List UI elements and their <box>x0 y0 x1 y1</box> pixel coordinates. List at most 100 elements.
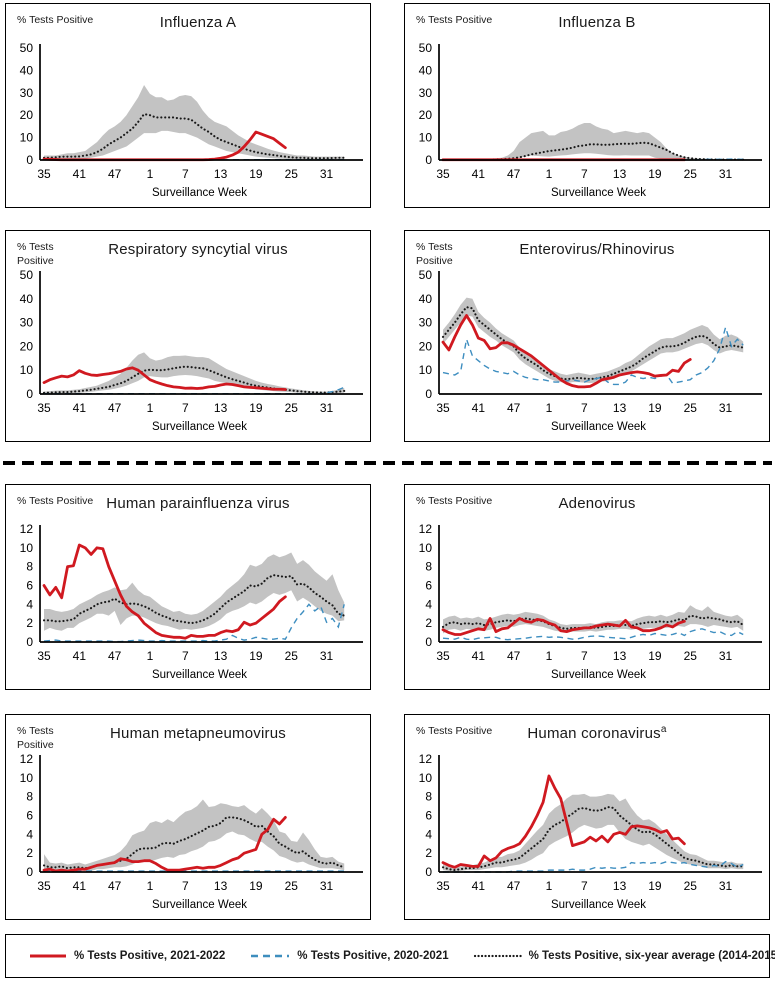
svg-text:30: 30 <box>20 86 34 100</box>
svg-text:7: 7 <box>581 649 588 663</box>
svg-text:4: 4 <box>26 827 33 841</box>
svg-text:13: 13 <box>214 401 228 415</box>
svg-text:20: 20 <box>419 339 433 353</box>
svg-text:7: 7 <box>182 649 189 663</box>
svg-text:10: 10 <box>419 541 433 555</box>
svg-text:6: 6 <box>26 809 33 823</box>
chart-title: Influenza A <box>159 14 237 31</box>
svg-text:10: 10 <box>419 363 433 377</box>
svg-text:50: 50 <box>20 268 34 282</box>
chart-panel-influenza-b: % Tests Positive Influenza B 0 10 20 30 40 50… <box>404 3 770 208</box>
svg-text:4: 4 <box>26 597 33 611</box>
chart-title: Enterovirus/Rhinovirus <box>519 241 675 258</box>
section-divider <box>3 461 772 465</box>
svg-text:20: 20 <box>20 339 34 353</box>
legend-dotted-line-sample <box>473 954 522 958</box>
svg-text:0: 0 <box>26 387 33 401</box>
chart-row-3: % Tests Positive Human parainfluenza vir… <box>0 484 775 690</box>
svg-text:25: 25 <box>285 167 299 181</box>
svg-text:2: 2 <box>425 846 432 860</box>
svg-text:10: 10 <box>20 363 34 377</box>
svg-text:19: 19 <box>249 649 263 663</box>
svg-text:31: 31 <box>320 401 334 415</box>
svg-text:Surveillance Week: Surveillance Week <box>152 669 247 681</box>
svg-text:47: 47 <box>507 401 521 415</box>
legend-label: % Tests Positive, six-year average (2014… <box>528 950 775 962</box>
y-axis-label: % Tests Positive <box>17 14 94 26</box>
svg-text:31: 31 <box>719 879 733 893</box>
svg-text:6: 6 <box>425 809 432 823</box>
svg-text:30: 30 <box>419 86 433 100</box>
svg-text:47: 47 <box>108 649 122 663</box>
chart-parainfluenza: 0 2 4 6 8 10 12 35 41 47 1 7 13 19 25 31 Surveillance We… <box>20 522 363 681</box>
svg-text:30: 30 <box>419 316 433 330</box>
svg-text:0: 0 <box>26 635 33 649</box>
svg-text:Surveillance Week: Surveillance Week <box>551 421 646 433</box>
svg-text:Surveillance Week: Surveillance Week <box>152 421 247 433</box>
figure-legend: % Tests Positive, 2021-2022 % Tests Posi… <box>5 934 775 978</box>
svg-text:7: 7 <box>182 879 189 893</box>
svg-text:13: 13 <box>613 401 627 415</box>
svg-text:47: 47 <box>507 167 521 181</box>
svg-text:41: 41 <box>472 879 486 893</box>
svg-text:35: 35 <box>436 167 450 181</box>
svg-text:40: 40 <box>20 63 34 77</box>
chart-panel-influenza-a: % Tests Positive Influenza A 0 10 20 30 40 50… <box>5 3 371 208</box>
svg-text:0: 0 <box>425 865 432 879</box>
legend-dashed-line-sample <box>251 954 290 958</box>
svg-text:10: 10 <box>419 771 433 785</box>
svg-text:Surveillance Week: Surveillance Week <box>551 899 646 911</box>
svg-text:41: 41 <box>73 649 87 663</box>
svg-text:19: 19 <box>249 167 263 181</box>
svg-text:12: 12 <box>419 752 433 766</box>
chart-row-1: % Tests Positive Influenza A 0 10 20 30 40 50… <box>0 3 775 208</box>
svg-text:2: 2 <box>26 616 33 630</box>
svg-text:35: 35 <box>436 879 450 893</box>
svg-text:35: 35 <box>37 879 51 893</box>
svg-text:47: 47 <box>108 401 122 415</box>
svg-text:41: 41 <box>73 879 87 893</box>
chart-title: Human parainfluenza virus <box>106 495 290 512</box>
chart-enterovirus-rhinovirus: 0 10 20 30 40 50 35 41 47 1 7 13 19 25 31 Surveillance … <box>419 268 762 433</box>
chart-title: Human metapneumovirus <box>110 725 286 742</box>
svg-text:Surveillance Week: Surveillance Week <box>152 899 247 911</box>
title-superscript: a <box>660 724 667 735</box>
y-axis-label: % Tests Positive <box>17 241 54 267</box>
svg-text:1: 1 <box>546 167 553 181</box>
svg-text:41: 41 <box>472 167 486 181</box>
svg-text:25: 25 <box>285 649 299 663</box>
svg-text:7: 7 <box>581 401 588 415</box>
svg-text:1: 1 <box>546 401 553 415</box>
legend-label: % Tests Positive, 2021-2022 <box>74 950 226 962</box>
svg-text:1: 1 <box>546 879 553 893</box>
svg-text:41: 41 <box>73 401 87 415</box>
svg-text:6: 6 <box>26 579 33 593</box>
svg-text:1: 1 <box>147 649 154 663</box>
svg-text:8: 8 <box>26 790 33 804</box>
svg-text:19: 19 <box>648 167 662 181</box>
svg-text:1: 1 <box>546 649 553 663</box>
svg-text:30: 30 <box>20 316 34 330</box>
legend-item-six-year-average: % Tests Positive, six-year average (2014… <box>473 950 775 962</box>
svg-text:Surveillance Week: Surveillance Week <box>152 187 247 199</box>
y-axis-label: % Tests Positive <box>416 725 493 737</box>
svg-text:0: 0 <box>425 635 432 649</box>
y-axis-label: % Tests Positive <box>416 14 493 26</box>
svg-text:4: 4 <box>425 597 432 611</box>
svg-text:12: 12 <box>20 752 34 766</box>
svg-text:31: 31 <box>719 649 733 663</box>
svg-text:20: 20 <box>20 108 34 122</box>
svg-text:7: 7 <box>182 167 189 181</box>
svg-text:47: 47 <box>108 879 122 893</box>
svg-text:13: 13 <box>613 167 627 181</box>
svg-text:8: 8 <box>425 560 432 574</box>
svg-text:31: 31 <box>719 401 733 415</box>
svg-text:50: 50 <box>419 268 433 282</box>
svg-text:12: 12 <box>20 522 34 536</box>
svg-text:35: 35 <box>37 649 51 663</box>
chart-panel-metapneumovirus: % Tests Positive Human metapneumovirus 0 2… <box>5 714 371 920</box>
svg-text:25: 25 <box>684 879 698 893</box>
svg-text:7: 7 <box>182 401 189 415</box>
chart-adenovirus: 0 2 4 6 8 10 12 35 41 47 1 7 13 19 25 31 Surveillance We… <box>419 522 762 681</box>
legend-item-2020-2021: % Tests Positive, 2020-2021 <box>249 950 449 962</box>
